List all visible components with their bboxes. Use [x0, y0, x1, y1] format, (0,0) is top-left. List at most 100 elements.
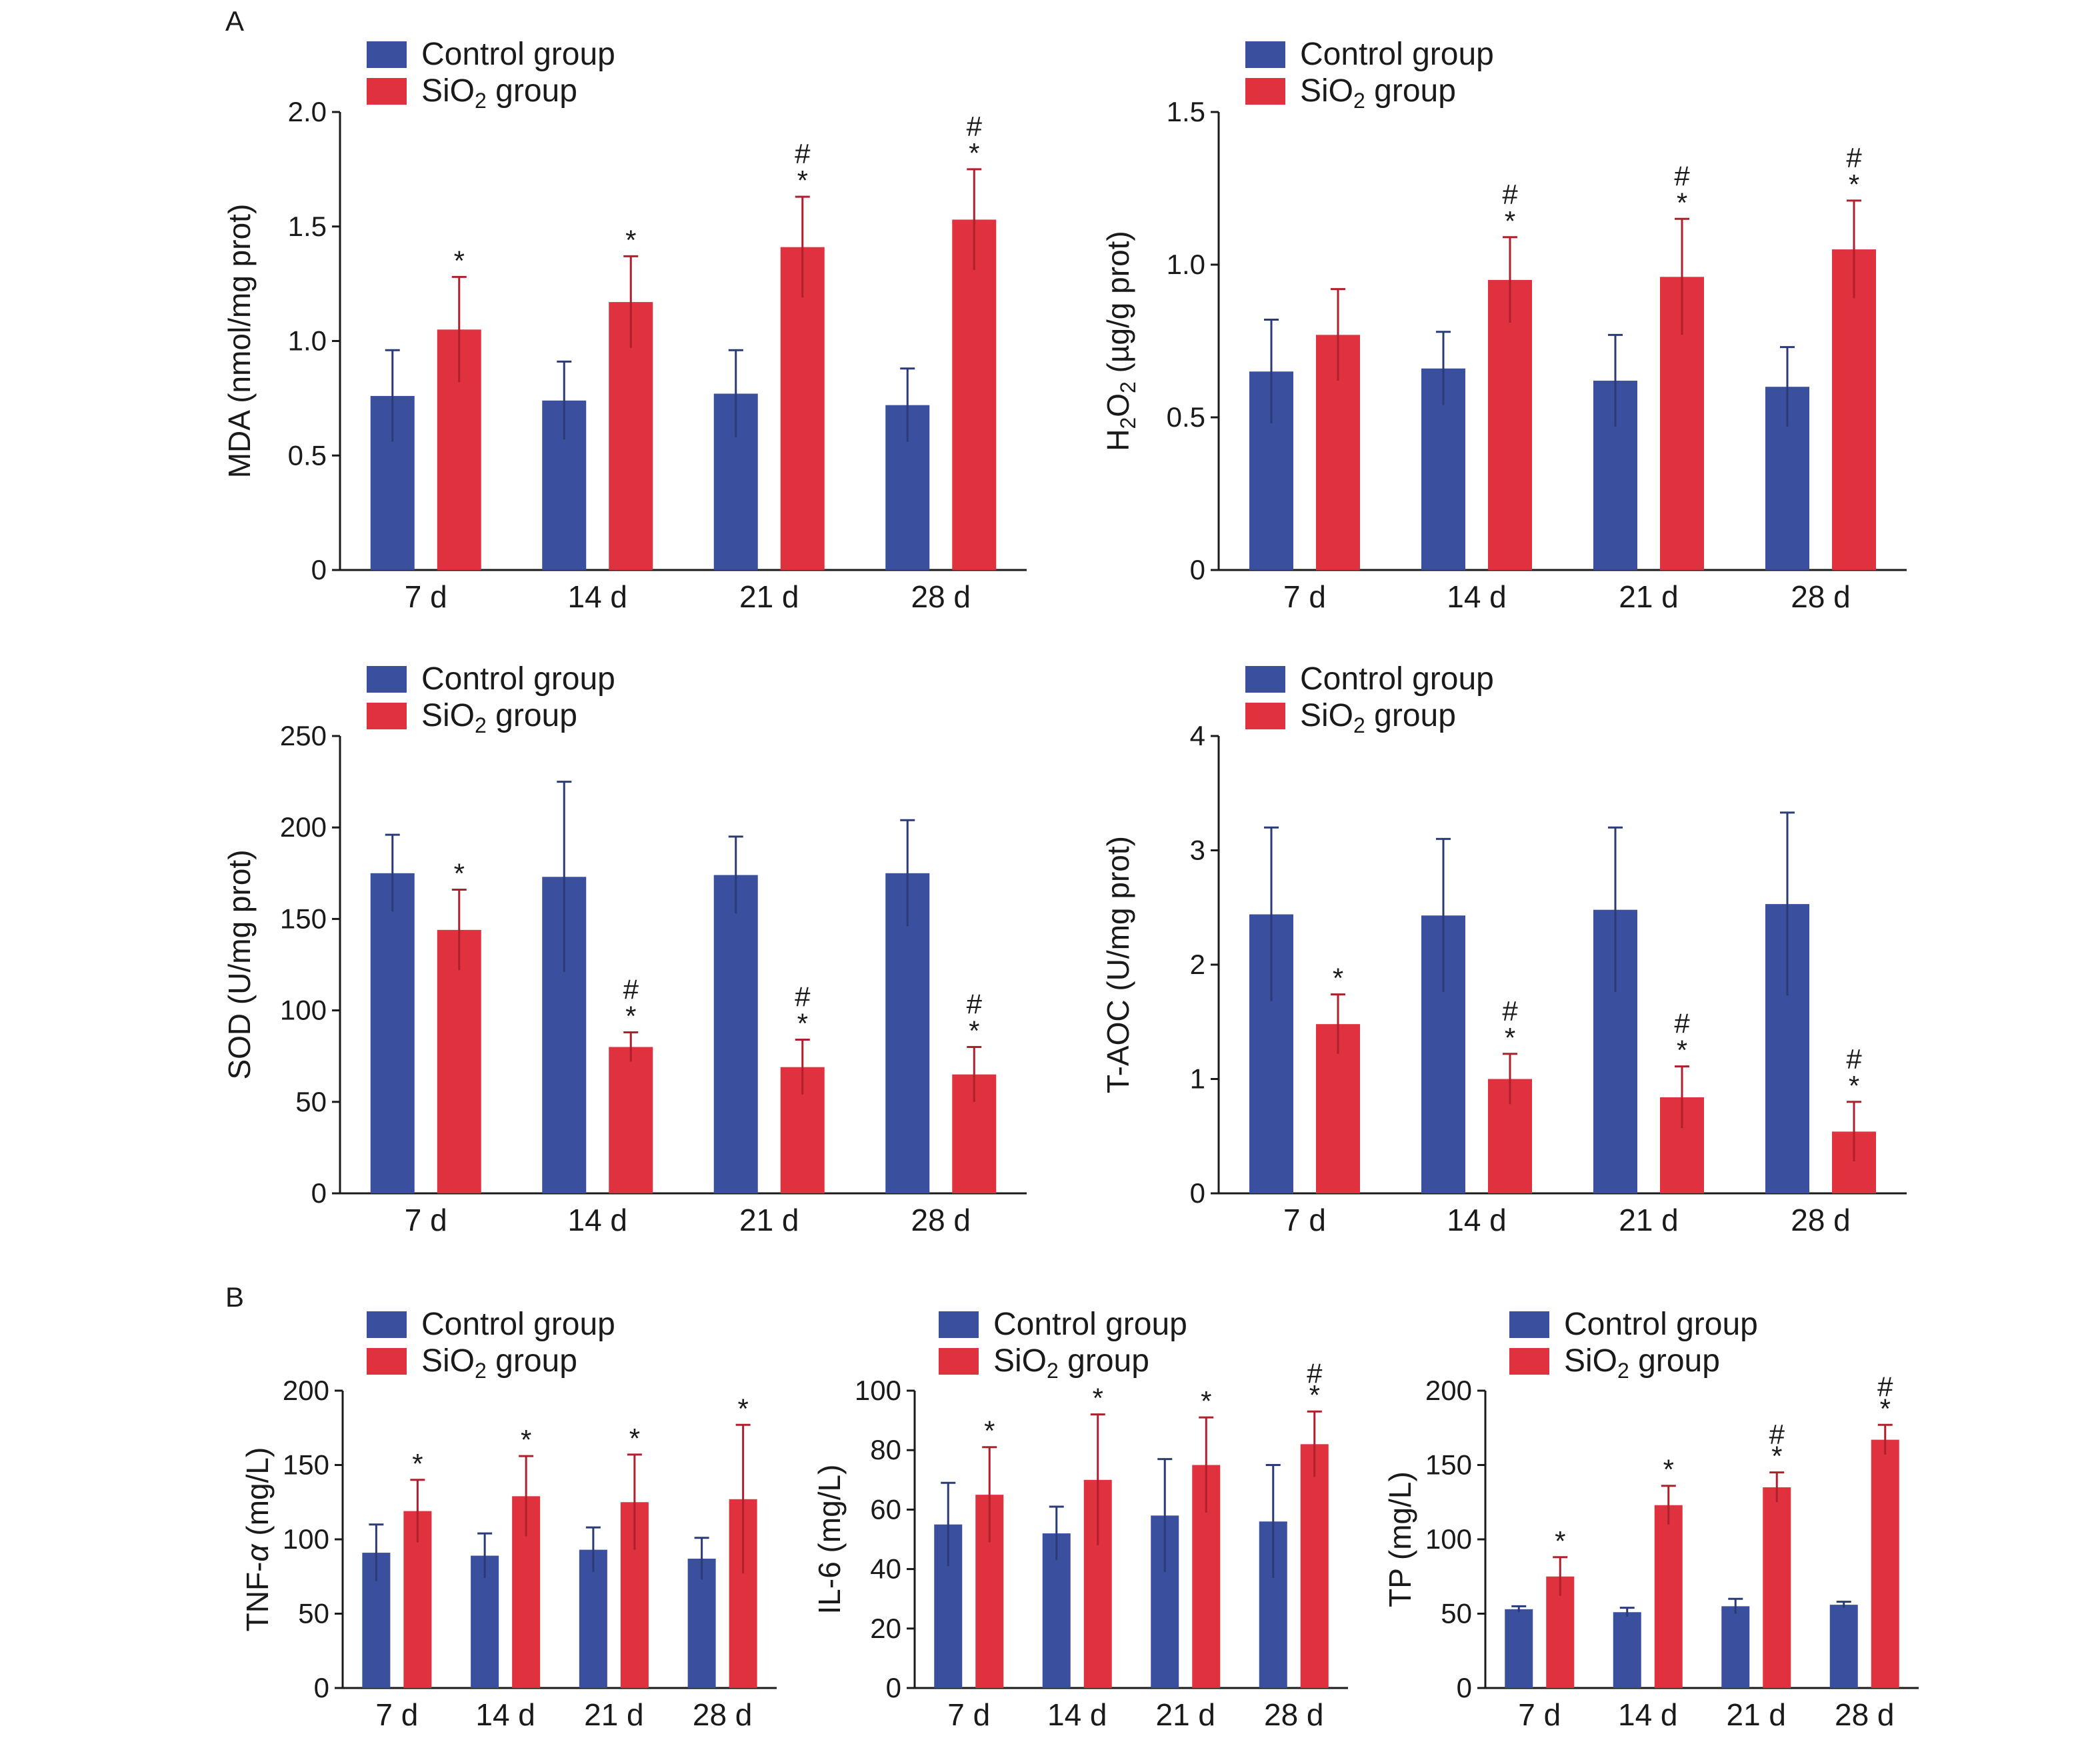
y-tick-label: 0	[311, 1177, 327, 1209]
y-axis-title: TNF-α (mg/L)	[240, 1447, 275, 1632]
legend-label: Control group	[421, 1307, 615, 1342]
legend-swatch-control	[367, 1311, 407, 1338]
panel-label-b: B	[225, 1281, 244, 1313]
y-tick-label: 3	[1190, 835, 1205, 866]
significance-star: *	[1505, 205, 1515, 237]
significance-star: *	[1309, 1379, 1320, 1411]
x-tick-label: 21 d	[1619, 579, 1679, 614]
significance-star: *	[625, 1001, 636, 1032]
y-axis-title-part: IL-6 (mg/L)	[812, 1465, 847, 1615]
y-axis-title: H2O2 (µg/g prot)	[1101, 231, 1140, 451]
sio2-bar	[1488, 279, 1532, 570]
y-tick-label: 250	[280, 720, 327, 751]
y-axis-title-part: T-AOC (U/mg prot)	[1101, 836, 1135, 1093]
significance-star: *	[412, 1448, 423, 1479]
legend-label: SiO2 group	[1564, 1343, 1720, 1383]
legend-label: SiO2 group	[1300, 73, 1456, 113]
significance-star: *	[1849, 1070, 1859, 1101]
legend-label: Control group	[1300, 661, 1494, 697]
sio2-bar	[1871, 1439, 1899, 1688]
significance-star: *	[737, 1393, 748, 1424]
y-axis-title: TP (mg/L)	[1383, 1471, 1417, 1607]
legend-swatch-sio2	[1245, 78, 1285, 105]
significance-hash: #	[1307, 1357, 1323, 1389]
x-tick-label: 28 d	[1791, 579, 1851, 614]
significance-star: *	[625, 224, 636, 255]
legend-label: SiO2 group	[421, 698, 577, 737]
y-tick-label: 1	[1190, 1063, 1205, 1095]
y-tick-label: 1.5	[288, 211, 327, 242]
y-tick-label: 60	[870, 1493, 901, 1525]
sio2-bar	[1763, 1487, 1791, 1688]
chart-5: 0 50 100 150 200 TNF-α (mg/L) 7 d * 14 d * 21 d * 28…	[240, 1307, 777, 1732]
significance-hash: #	[1877, 1371, 1893, 1402]
y-tick-label: 0	[886, 1672, 901, 1703]
legend-swatch-sio2	[367, 703, 407, 729]
chart-1: 0 0.5 1.0 1.5 2.0 MDA (nmol/mg prot) 7 d * 14 d *…	[222, 37, 1027, 614]
legend-swatch-control	[367, 666, 407, 693]
significance-hash: #	[1674, 160, 1690, 191]
control-bar	[579, 1549, 607, 1688]
x-tick-label: 21 d	[584, 1697, 644, 1732]
significance-hash: #	[1769, 1419, 1785, 1450]
x-tick-label: 7 d	[405, 1203, 447, 1237]
panel-label-a: A	[225, 5, 244, 37]
y-axis-title: MDA (nmol/mg prot)	[222, 204, 257, 479]
control-bar	[1505, 1609, 1533, 1688]
significance-star: *	[454, 245, 465, 276]
y-tick-label: 4	[1190, 720, 1205, 751]
legend-label: SiO2 group	[993, 1343, 1149, 1383]
significance-star: *	[1555, 1525, 1565, 1557]
control-bar	[885, 873, 930, 1193]
control-bar	[1721, 1606, 1750, 1688]
x-tick-label: 14 d	[567, 1203, 627, 1237]
legend-swatch-control	[367, 41, 407, 68]
x-tick-label: 14 d	[1618, 1697, 1678, 1732]
y-tick-label: 0	[1190, 554, 1205, 585]
y-tick-label: 50	[1441, 1598, 1472, 1629]
y-axis-title-part: MDA (nmol/mg prot)	[222, 204, 257, 479]
significance-hash: #	[967, 111, 983, 142]
y-tick-label: 80	[870, 1434, 901, 1465]
y-axis-title-part: 2	[1116, 381, 1140, 393]
significance-star: *	[969, 137, 979, 169]
x-tick-label: 7 d	[1283, 1203, 1326, 1237]
x-tick-label: 14 d	[475, 1697, 535, 1732]
legend-label: SiO2 group	[1300, 698, 1456, 737]
significance-star: *	[797, 165, 808, 196]
control-bar	[370, 873, 415, 1193]
x-tick-label: 28 d	[911, 579, 971, 614]
sio2-bar	[437, 929, 481, 1193]
legend-label: Control group	[421, 661, 615, 697]
y-axis-title-part: O	[1101, 393, 1135, 417]
significance-star: *	[797, 1008, 808, 1039]
y-tick-label: 150	[283, 1449, 329, 1481]
significance-hash: #	[795, 981, 811, 1013]
x-tick-label: 21 d	[739, 1203, 799, 1237]
y-tick-label: 100	[855, 1375, 901, 1406]
legend-swatch-sio2	[1245, 703, 1285, 729]
y-axis-title-part: TNF-	[240, 1562, 275, 1632]
y-axis-title-part: 2	[1116, 417, 1140, 429]
significance-hash: #	[1846, 1043, 1862, 1075]
legend-swatch-control	[1245, 666, 1285, 693]
x-tick-label: 21 d	[739, 579, 799, 614]
control-bar	[713, 875, 758, 1193]
significance-star: *	[629, 1423, 640, 1454]
significance-star: *	[1663, 1454, 1674, 1485]
y-tick-label: 0	[311, 554, 327, 585]
significance-hash: #	[623, 974, 639, 1005]
significance-star: *	[521, 1424, 531, 1455]
y-tick-label: 20	[870, 1613, 901, 1644]
y-tick-label: 0.5	[1167, 401, 1205, 433]
significance-hash: #	[1674, 1008, 1690, 1039]
y-axis-title: IL-6 (mg/L)	[812, 1465, 847, 1615]
x-tick-label: 21 d	[1155, 1697, 1215, 1732]
significance-star: *	[1849, 169, 1859, 200]
